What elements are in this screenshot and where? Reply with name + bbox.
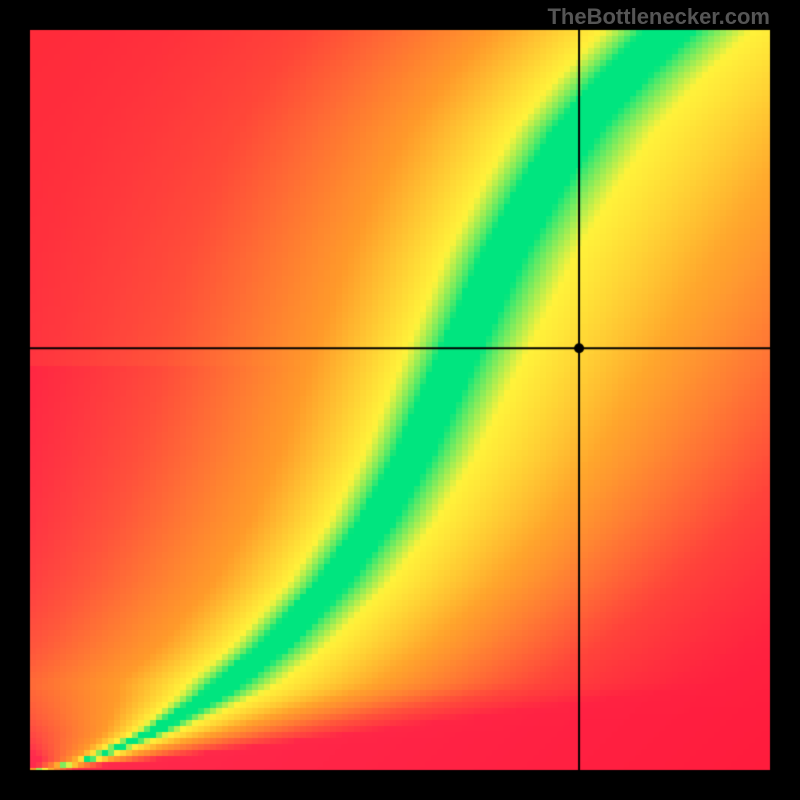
- watermark-text: TheBottlenecker.com: [547, 4, 770, 30]
- heatmap-canvas: [0, 0, 800, 800]
